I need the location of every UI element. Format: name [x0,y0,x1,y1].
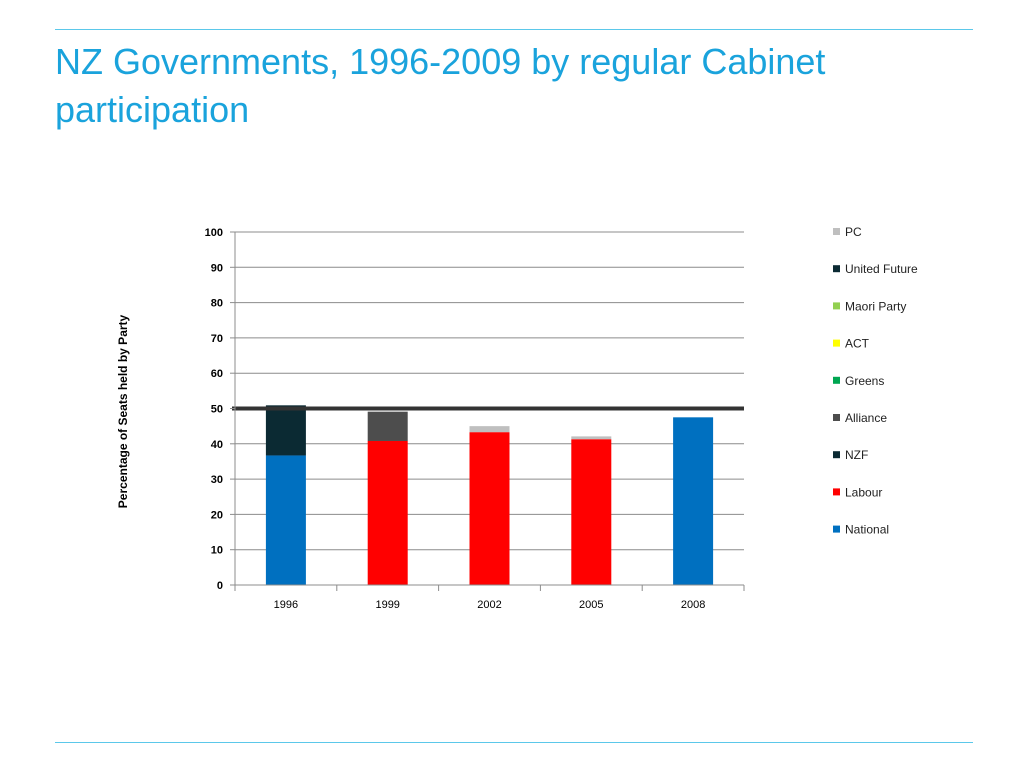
legend-label-maori-party: Maori Party [845,299,906,313]
legend-swatch-labour [833,488,840,496]
bottom-rule [55,742,973,743]
bar-national-1996 [265,455,306,585]
legend-label-pc: PC [845,225,862,239]
y-tick-label: 70 [211,333,223,345]
y-axis-title: Percentage of Seats held by Party [116,314,130,508]
y-tick-label: 0 [217,580,223,592]
legend-label-national: National [845,523,889,537]
legend-label-greens: Greens [845,374,884,388]
x-tick-label: 1996 [274,599,298,611]
top-rule [55,29,973,30]
y-tick-label: 40 [211,439,223,451]
legend-swatch-maori-party [833,302,840,310]
x-tick-label: 2002 [477,599,501,611]
bar-labour-2005 [571,439,612,585]
x-tick-label: 1999 [375,599,399,611]
bar-alliance-1999 [367,411,408,441]
legend-swatch-act [833,339,840,347]
bar-labour-2002 [469,432,510,585]
y-tick-label: 50 [211,404,223,416]
y-tick-label: 20 [211,509,223,521]
legend-label-act: ACT [845,337,870,351]
y-tick-label: 80 [211,298,223,310]
x-tick-label: 2008 [681,599,705,611]
y-tick-label: 100 [205,227,223,239]
legend-label-labour: Labour [845,485,882,499]
slide-title: NZ Governments, 1996-2009 by regular Cab… [55,41,826,130]
legend-swatch-pc [833,228,840,235]
bars [265,405,714,585]
y-tick-label: 90 [211,262,223,274]
axes: 0 10 20 30 40 50 60 70 80 90 100 1996 1999 2002 2005 20… [116,227,745,611]
bar-labour-1999 [367,440,408,585]
legend-label-alliance: Alliance [845,411,887,425]
legend-swatch-alliance [833,414,840,421]
legend-swatch-greens [833,376,840,384]
legend-label-nzf: NZF [845,448,868,462]
bar-nzf-1996 [265,405,306,456]
x-tick-label: 2005 [579,599,603,611]
legend-label-united-future: United Future [845,262,918,276]
legend-swatch-national [833,525,840,533]
bar-pc-2002 [469,426,510,433]
bar-pc-2005 [571,436,612,440]
y-tick-label: 10 [211,545,223,557]
legend-swatch-nzf [833,451,840,459]
y-tick-label: 60 [211,368,223,380]
legend-swatch-united-future [833,265,840,273]
bar-national-2008 [673,417,714,585]
legend: PC United Future Maori Party ACT Greens Allia… [833,225,918,537]
y-tick-label: 30 [211,474,223,486]
